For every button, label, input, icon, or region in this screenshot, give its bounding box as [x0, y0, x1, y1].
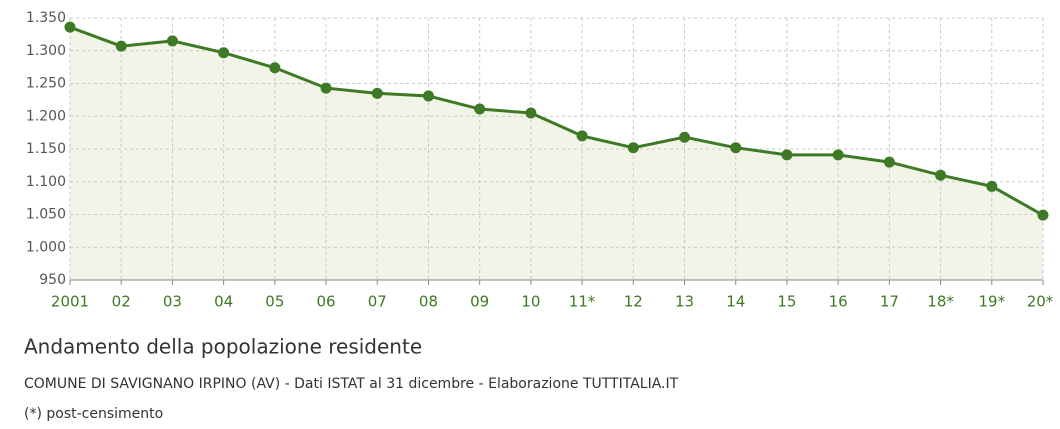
- point: [832, 149, 844, 161]
- x-tick-label: 08: [419, 293, 438, 311]
- point: [218, 47, 230, 59]
- x-tick-label: 12: [624, 293, 643, 311]
- y-tick-label: 1.350: [26, 10, 66, 26]
- point: [320, 82, 332, 94]
- point: [679, 131, 691, 143]
- y-tick-label: 1.000: [26, 239, 66, 255]
- x-tick-label: 16: [829, 293, 848, 311]
- y-tick-label: 1.100: [26, 174, 66, 190]
- x-tick-label: 10: [521, 293, 540, 311]
- x-tick-label: 02: [112, 293, 131, 311]
- x-tick-label: 05: [265, 293, 284, 311]
- chart-note: (*) post-censimento: [24, 406, 163, 422]
- x-tick-label: 14: [726, 293, 745, 311]
- point: [525, 107, 537, 119]
- x-tick-label: 04: [214, 293, 233, 311]
- point: [64, 21, 76, 33]
- x-tick-label: 09: [470, 293, 489, 311]
- point: [935, 169, 947, 181]
- x-tick-label: 18*: [927, 293, 954, 311]
- x-tick-label: 13: [675, 293, 694, 311]
- point: [371, 87, 383, 99]
- chart-subtitle: COMUNE DI SAVIGNANO IRPINO (AV) - Dati I…: [24, 376, 679, 392]
- point: [627, 142, 639, 154]
- x-tick-label: 19*: [978, 293, 1005, 311]
- x-tick-label: 07: [368, 293, 387, 311]
- x-tick-label: 2001: [51, 293, 89, 311]
- chart-title: Andamento della popolazione residente: [24, 335, 422, 359]
- x-tick-label: 17: [880, 293, 899, 311]
- point: [730, 142, 742, 154]
- line: [69, 25, 1044, 217]
- y-tick-label: 1.200: [26, 108, 66, 124]
- x-tick-label: 20*: [1027, 293, 1054, 311]
- x-tick-label: 03: [163, 293, 182, 311]
- point: [269, 62, 281, 74]
- x-tick-label: 11*: [569, 293, 596, 311]
- y-tick-label: 1.050: [26, 207, 66, 223]
- point: [422, 90, 434, 102]
- point: [474, 103, 486, 115]
- point: [781, 149, 793, 161]
- area: [70, 27, 1043, 281]
- point: [986, 180, 998, 192]
- x-tick-label: 15: [777, 293, 796, 311]
- point: [166, 35, 178, 47]
- y-tick-label: 950: [39, 272, 66, 288]
- point: [883, 156, 895, 168]
- point: [1037, 209, 1049, 221]
- y-tick-label: 1.300: [26, 43, 66, 59]
- point: [115, 40, 127, 52]
- point: [576, 130, 588, 142]
- y-tick-label: 1.250: [26, 76, 66, 92]
- y-tick-label: 1.150: [26, 141, 66, 157]
- x-tick-label: 06: [317, 293, 336, 311]
